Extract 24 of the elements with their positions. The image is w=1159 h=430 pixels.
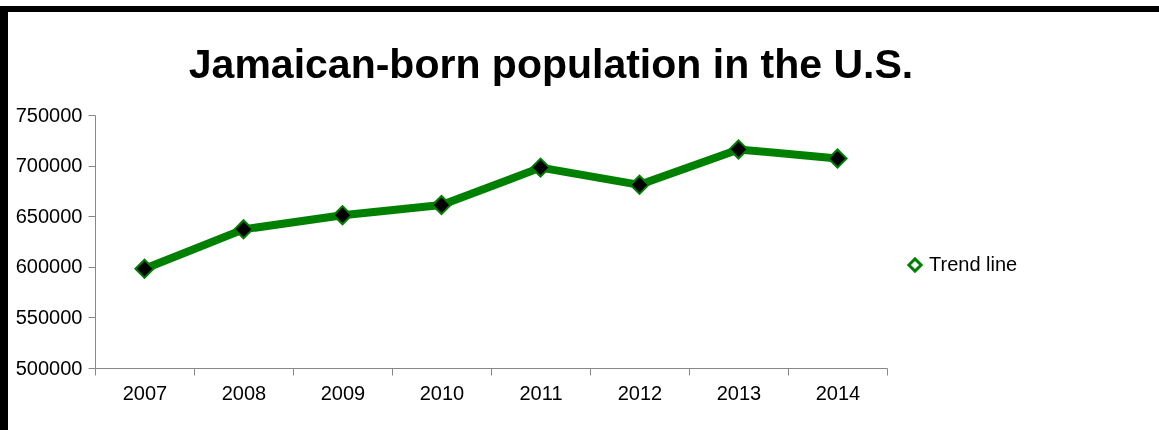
y-tick-label: 650000 bbox=[15, 204, 83, 227]
point bbox=[728, 139, 749, 160]
y-tick-label: 750000 bbox=[15, 103, 83, 126]
y-tick-label: 500000 bbox=[15, 356, 83, 379]
point bbox=[530, 157, 551, 178]
chart-title: Jamaican-born population in the U.S. bbox=[188, 41, 914, 87]
x-tick-label: 2008 bbox=[221, 381, 267, 404]
point bbox=[431, 194, 452, 216]
x-tick-label: 2011 bbox=[519, 381, 563, 404]
legend-label: Trend line bbox=[929, 253, 1018, 275]
x-tick-label: 2007 bbox=[122, 381, 168, 404]
point bbox=[233, 219, 254, 240]
point bbox=[827, 148, 848, 169]
y-tick-label: 550000 bbox=[15, 305, 83, 328]
x-tick-label: 2012 bbox=[617, 381, 663, 404]
x-tick-label: 2010 bbox=[419, 381, 465, 404]
x-tick-label: 2013 bbox=[716, 381, 762, 404]
y-tick-label: 700000 bbox=[15, 154, 83, 177]
point bbox=[629, 174, 650, 195]
x-tick-label: 2009 bbox=[320, 381, 366, 404]
point bbox=[134, 258, 155, 279]
x-tick-label: 2014 bbox=[815, 381, 861, 404]
y-tick-label: 600000 bbox=[15, 255, 83, 278]
point bbox=[332, 205, 353, 226]
